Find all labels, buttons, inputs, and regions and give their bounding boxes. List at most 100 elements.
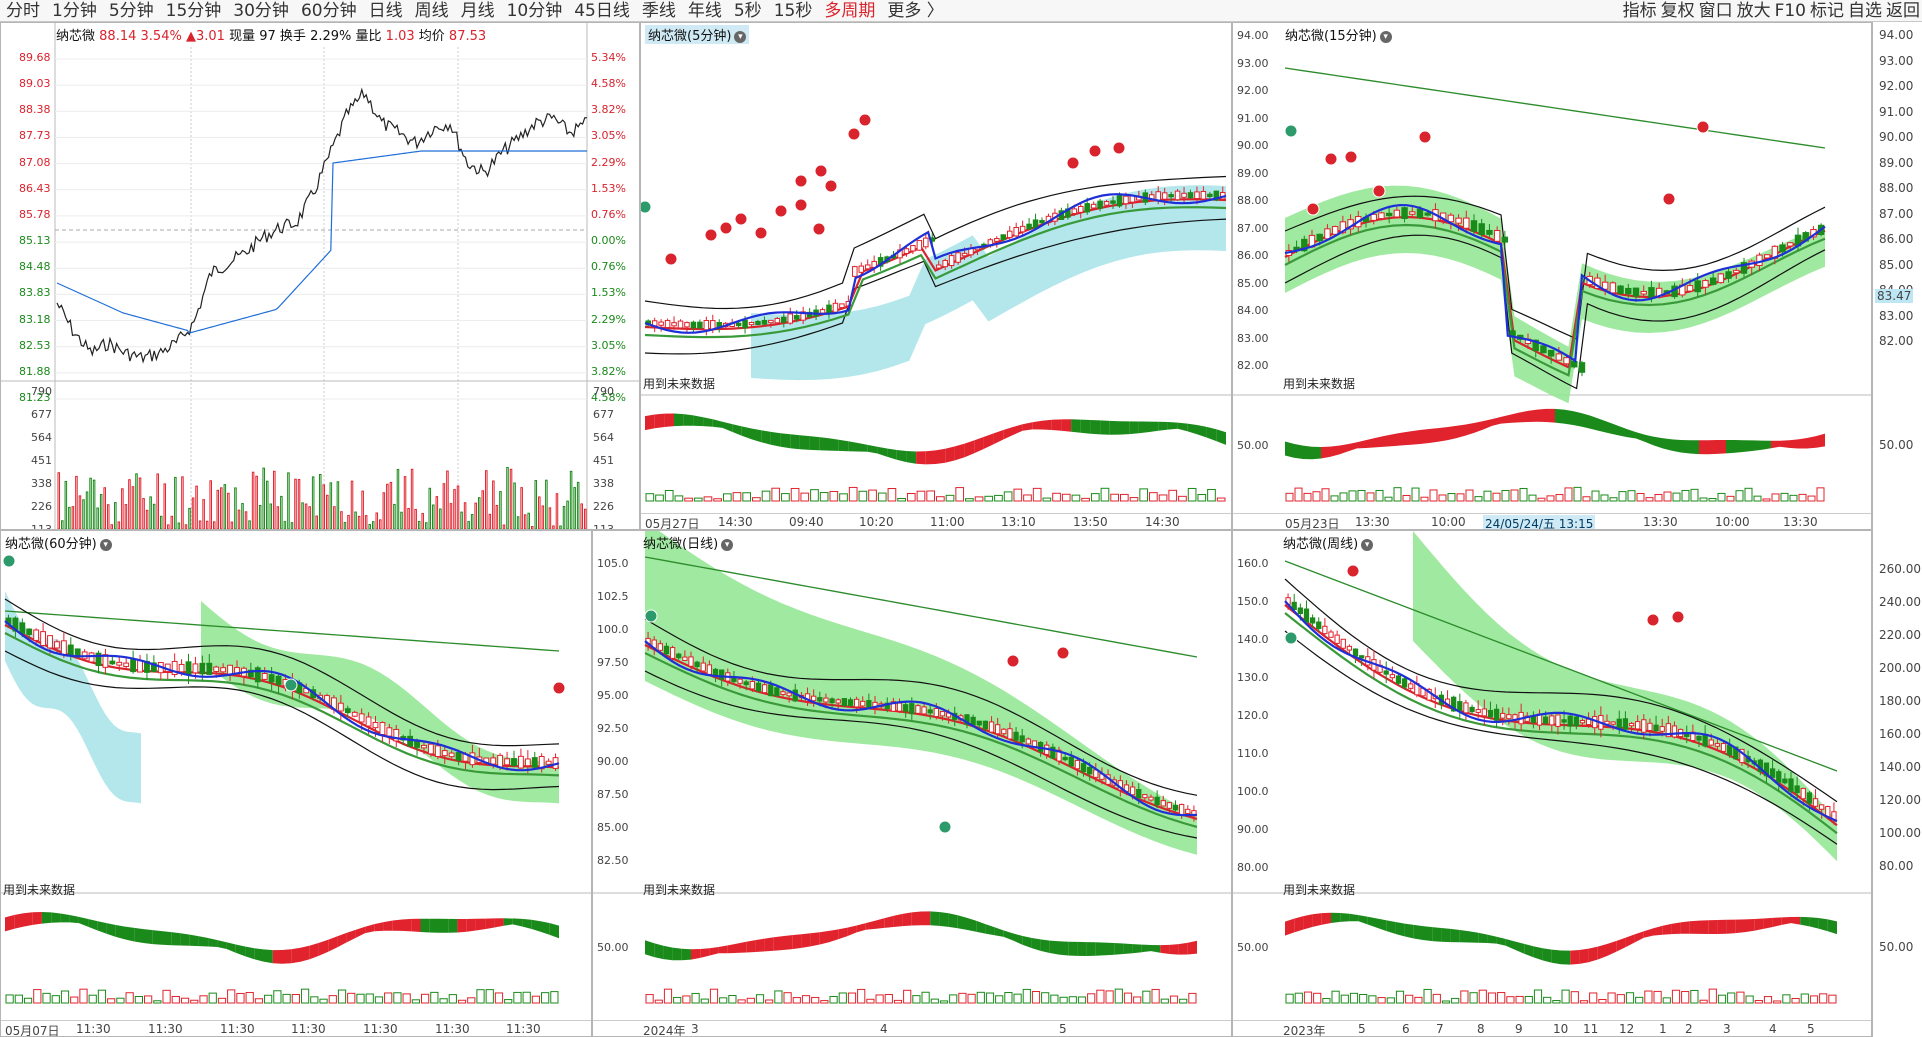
pct-tick: 0.00% bbox=[591, 234, 626, 248]
indicator-bar bbox=[858, 490, 868, 502]
tab-5sec[interactable]: 5秒 bbox=[733, 0, 762, 21]
volume-bar bbox=[364, 515, 368, 529]
candle bbox=[497, 754, 504, 768]
candle bbox=[1383, 670, 1389, 675]
candle bbox=[909, 703, 915, 715]
indicator-bar bbox=[1469, 992, 1478, 1004]
ind-ribbon bbox=[1384, 434, 1393, 447]
tab-yearly[interactable]: 年线 bbox=[687, 0, 722, 21]
turnover-label: 换手 bbox=[279, 29, 306, 44]
indicator-bar bbox=[1708, 498, 1717, 502]
chevron-down-icon[interactable]: ▾ bbox=[1379, 30, 1392, 43]
ind-ribbon bbox=[318, 939, 329, 956]
tab-quarterly[interactable]: 季线 bbox=[641, 0, 676, 21]
indicator-bar bbox=[1432, 993, 1441, 1004]
chevron-down-icon[interactable]: ▾ bbox=[734, 30, 747, 43]
x-tick: 3 bbox=[691, 1022, 699, 1036]
chart-panel-5min[interactable]: 纳芯微(5分钟) ▾ 用到未来数据 05月27日 14:30 09:40 10:2… bbox=[640, 22, 1232, 530]
candle bbox=[1739, 748, 1745, 764]
chart-panel-weekly[interactable]: 纳芯微(周线) ▾ 用到未来数据 160.0 150.0 140.0 130.0 120.… bbox=[1232, 530, 1872, 1037]
ind-ribbon bbox=[672, 947, 682, 961]
volume-bar bbox=[64, 480, 68, 529]
indicator-button[interactable]: 指标 bbox=[1622, 0, 1657, 21]
back-button[interactable]: 返回 bbox=[1886, 0, 1920, 21]
intraday-chart-panel[interactable]: 纳芯微 88.14 3.54% ▲3.01 现量 97 换手 2.29% 量比 … bbox=[0, 22, 640, 530]
indicator-bar bbox=[906, 492, 916, 502]
chart-panel-15min[interactable]: 纳芯微(15分钟) ▾ 用到未来数据 94.00 93.00 92.00 91.00 90… bbox=[1232, 22, 1872, 530]
tab-more[interactable]: 更多 〉 bbox=[881, 0, 949, 22]
price-tick: 97.50 bbox=[597, 656, 629, 669]
tab-45day[interactable]: 45日线 bbox=[574, 0, 630, 21]
ind-ribbon bbox=[1754, 918, 1764, 931]
ind-ribbon bbox=[1474, 421, 1483, 433]
signal-marker bbox=[641, 200, 652, 214]
period-tabs: 分时 1分钟 5分钟 15分钟 30分钟 60分钟 日线 周线 月线 10分钟 … bbox=[0, 0, 950, 22]
volume-bar bbox=[495, 504, 499, 529]
tab-15sec[interactable]: 15秒 bbox=[773, 0, 813, 21]
indicator-bar bbox=[1501, 489, 1510, 502]
tab-15min[interactable]: 15分钟 bbox=[165, 0, 222, 21]
adjust-button[interactable]: 复权 bbox=[1660, 0, 1695, 21]
candle bbox=[1123, 195, 1129, 205]
indicator-bar bbox=[700, 998, 709, 1004]
candle bbox=[1401, 207, 1408, 219]
ind-ribbon bbox=[967, 917, 977, 932]
chart-panel-daily[interactable]: 纳芯微(日线) ▾ 用到未来数据 105.0 102.5 100.0 97.50 95.0… bbox=[592, 530, 1232, 1037]
candle bbox=[1501, 236, 1509, 243]
tab-1min[interactable]: 1分钟 bbox=[52, 0, 97, 21]
volume-bar bbox=[538, 496, 541, 529]
tab-60min[interactable]: 60分钟 bbox=[300, 0, 357, 21]
ind-ribbon bbox=[974, 436, 984, 454]
ma-green bbox=[644, 652, 1198, 828]
tab-10min[interactable]: 10分钟 bbox=[506, 0, 563, 21]
panel-title-15min[interactable]: 纳芯微(15分钟) ▾ bbox=[1285, 25, 1392, 44]
ind-ribbon bbox=[985, 924, 995, 936]
chevron-down-icon[interactable]: ▾ bbox=[721, 538, 734, 551]
panel-title-60min[interactable]: 纳芯微(60分钟) ▾ bbox=[5, 533, 112, 552]
panel-title-daily[interactable]: 纳芯微(日线) ▾ bbox=[643, 533, 734, 552]
zoom-button[interactable]: 放大 bbox=[1736, 0, 1771, 21]
ind-ribbon bbox=[1013, 933, 1023, 945]
tab-intraday[interactable]: 分时 bbox=[6, 0, 40, 21]
panel-title-5min[interactable]: 纳芯微(5分钟) ▾ bbox=[645, 25, 750, 44]
volume-bar bbox=[216, 489, 220, 529]
indicator-bar bbox=[1042, 497, 1052, 502]
candle bbox=[742, 319, 748, 329]
ind-ribbon bbox=[703, 417, 713, 427]
candle bbox=[1769, 768, 1776, 778]
volume-bar bbox=[386, 483, 389, 529]
right-price-tick: 100.00 bbox=[1879, 826, 1921, 840]
indicator-bar bbox=[1294, 992, 1303, 1004]
ind-ribbon bbox=[799, 435, 810, 450]
window-button[interactable]: 窗口 bbox=[1698, 0, 1733, 21]
candle bbox=[933, 707, 939, 718]
indicator-bar bbox=[781, 493, 790, 502]
chevron-down-icon[interactable]: ▾ bbox=[1361, 538, 1374, 551]
ind-ribbon bbox=[1114, 943, 1124, 955]
tab-monthly[interactable]: 月线 bbox=[460, 0, 495, 21]
indicator-bar bbox=[42, 992, 51, 1004]
tab-5min[interactable]: 5分钟 bbox=[108, 0, 154, 21]
x-cursor-tag: 24/05/24/五 13:15 bbox=[1483, 515, 1596, 530]
boll-lower bbox=[1284, 234, 1826, 390]
indicator-bar bbox=[374, 996, 384, 1004]
tab-30min[interactable]: 30分钟 bbox=[233, 0, 289, 21]
candle bbox=[682, 656, 688, 661]
ind-ribbon bbox=[1717, 440, 1726, 454]
price-tick: 90.00 bbox=[597, 755, 629, 768]
mark-button[interactable]: 标记 bbox=[1810, 0, 1844, 21]
indicator-bar bbox=[1798, 493, 1807, 502]
panel-title-weekly[interactable]: 纳芯微(周线) ▾ bbox=[1283, 533, 1374, 552]
volume-bar bbox=[318, 474, 322, 529]
tab-daily[interactable]: 日线 bbox=[368, 0, 403, 21]
tab-weekly[interactable]: 周线 bbox=[414, 0, 449, 21]
f10-button[interactable]: F10 bbox=[1774, 0, 1806, 21]
ind-ribbon bbox=[217, 940, 227, 949]
indicator-bar bbox=[1537, 497, 1546, 502]
tab-multi-period[interactable]: 多周期 bbox=[824, 0, 876, 21]
chart-panel-60min[interactable]: 纳芯微(60分钟) ▾ 用到未来数据 05月07日 11:30 11:30 11:… bbox=[0, 530, 592, 1037]
candle bbox=[490, 757, 497, 765]
watchlist-button[interactable]: 自选 bbox=[1848, 0, 1882, 21]
chevron-down-icon[interactable]: ▾ bbox=[99, 538, 112, 551]
volume-bar bbox=[368, 524, 371, 529]
